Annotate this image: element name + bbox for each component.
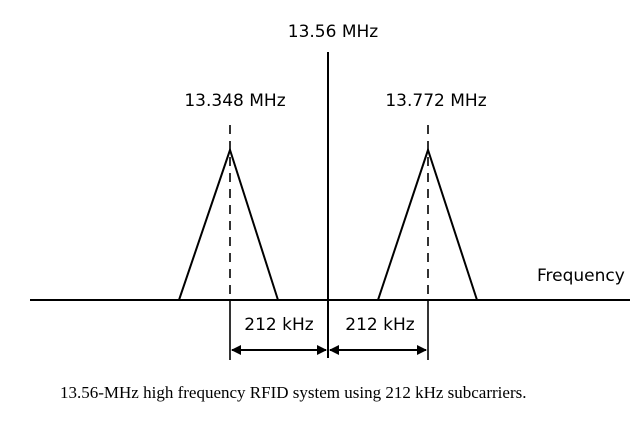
lower-spacing-label: 212 kHz <box>244 315 313 335</box>
lower-sideband-label: 13.348 MHz <box>184 91 285 111</box>
lower-sideband-peak <box>178 146 279 301</box>
carrier-label: 13.56 MHz <box>288 22 379 42</box>
upper-spacing-label: 212 kHz <box>345 315 414 335</box>
rfid-spectrum-diagram: 13.56 MHz 13.348 MHz 13.772 MHz Frequenc… <box>30 22 630 360</box>
upper-sideband-label: 13.772 MHz <box>385 91 486 111</box>
frequency-axis-label: Frequency <box>537 266 625 286</box>
figure-caption: 13.56-MHz high frequency RFID system usi… <box>60 383 527 402</box>
